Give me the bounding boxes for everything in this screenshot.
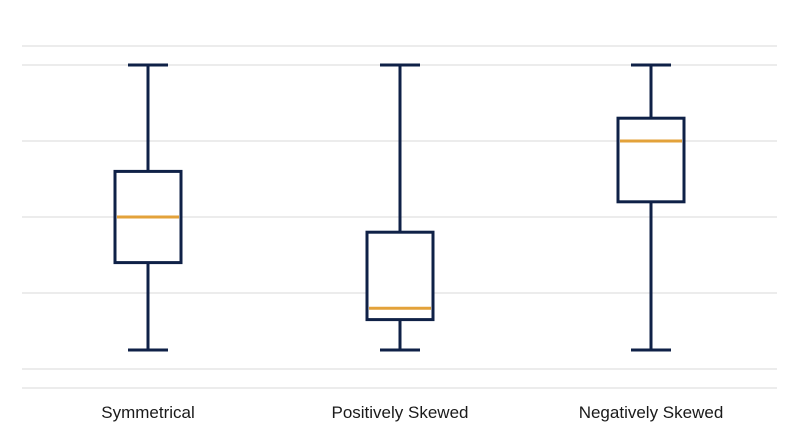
x-tick-label: Symmetrical [101, 403, 195, 422]
box-plot-1 [365, 63, 435, 352]
box-layer [113, 63, 686, 352]
x-tick-label: Positively Skewed [331, 403, 468, 422]
iqr-box [616, 116, 686, 204]
x-axis-labels: Symmetrical Positively Skewed Negatively S… [101, 403, 723, 422]
x-tick-label: Negatively Skewed [579, 403, 724, 422]
box-plot-0 [113, 63, 183, 352]
box-plot-2 [616, 63, 686, 352]
iqr-box [365, 230, 435, 322]
